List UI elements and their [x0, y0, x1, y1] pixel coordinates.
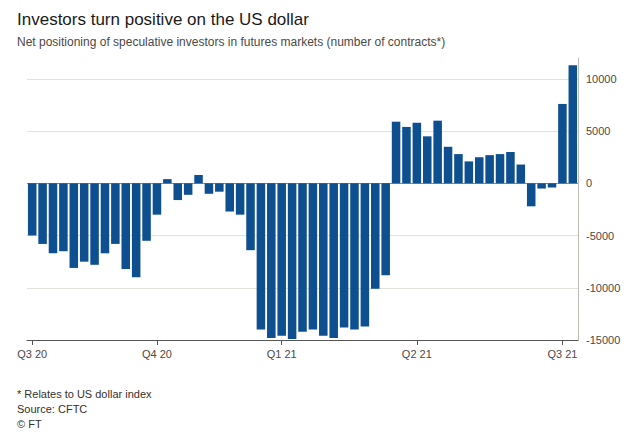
svg-text:Q3 20: Q3 20 [17, 348, 47, 360]
svg-text:Source: CFTC: Source: CFTC [17, 403, 87, 415]
svg-text:-15000: -15000 [586, 334, 620, 346]
svg-text:0: 0 [586, 177, 592, 189]
svg-text:* Relates to US dollar index: * Relates to US dollar index [17, 388, 152, 400]
svg-text:Q2 21: Q2 21 [402, 348, 432, 360]
svg-text:10000: 10000 [586, 73, 617, 85]
svg-text:Q1 21: Q1 21 [267, 348, 297, 360]
svg-text:-5000: -5000 [586, 230, 614, 242]
svg-text:5000: 5000 [586, 125, 610, 137]
svg-text:© FT: © FT [17, 418, 42, 430]
svg-text:Net positioning of speculative: Net positioning of speculative investors… [17, 35, 445, 49]
svg-text:Q3 21: Q3 21 [547, 348, 577, 360]
svg-text:Q4 20: Q4 20 [142, 348, 172, 360]
svg-text:-10000: -10000 [586, 282, 620, 294]
svg-text:Investors turn positive on the: Investors turn positive on the US dollar [17, 10, 309, 29]
